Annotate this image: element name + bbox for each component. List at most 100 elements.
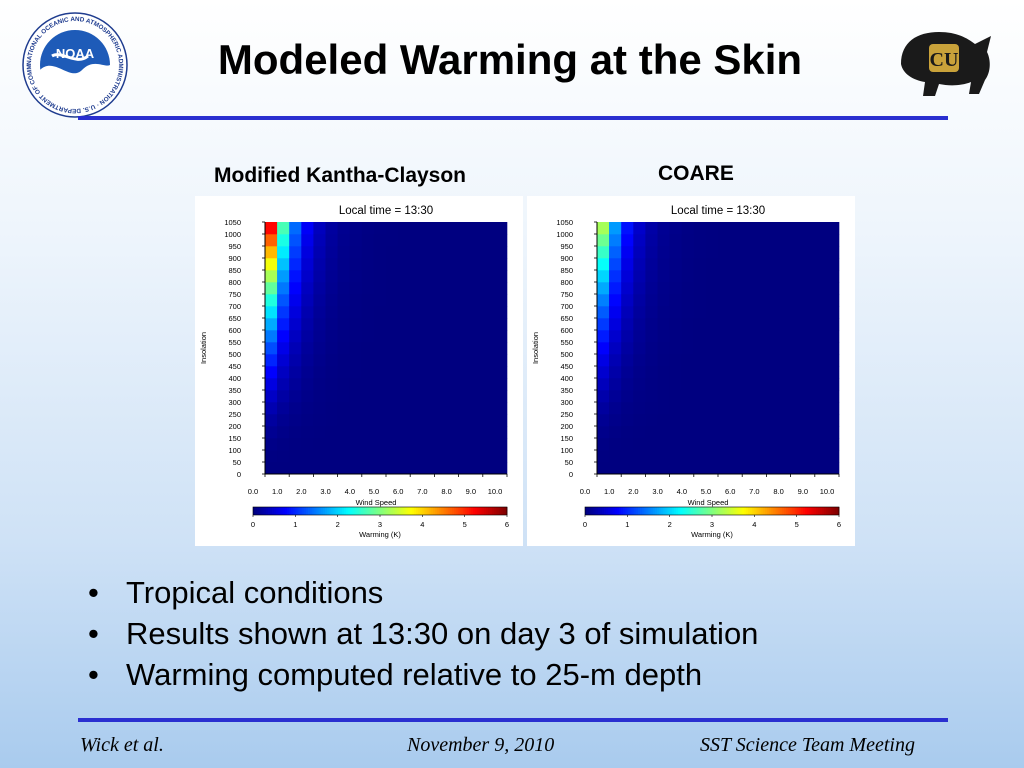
heatmap-cell	[337, 378, 350, 391]
heatmap-cell	[778, 294, 791, 307]
heatmap-cell	[301, 294, 314, 307]
colorbar-segment	[817, 507, 821, 515]
heatmap-cell	[778, 342, 791, 355]
heatmap-cell	[754, 450, 767, 463]
y-axis-label: Insolation	[531, 332, 540, 364]
heatmap-cell	[597, 222, 610, 235]
heatmap-cell	[410, 342, 423, 355]
heatmap-cell	[814, 462, 828, 475]
colorbar-segment	[646, 507, 649, 515]
heatmap-cell	[705, 342, 719, 355]
heatmap-cell	[494, 234, 508, 247]
heatmap-cell	[597, 294, 610, 307]
heatmap-cell	[693, 258, 707, 271]
heatmap-cell	[645, 354, 658, 367]
heatmap-cell	[265, 450, 278, 463]
heatmap-cell	[742, 258, 755, 271]
heatmap-cell	[778, 330, 791, 343]
heatmap-cell	[337, 258, 350, 271]
heatmap-cell	[802, 438, 816, 451]
heatmap-cell	[313, 282, 326, 295]
heatmap-cell	[814, 306, 828, 319]
heatmap-cell	[494, 390, 508, 403]
heatmap-cell	[470, 414, 484, 427]
heatmap-cell	[325, 342, 338, 355]
slide-title: Modeled Warming at the Skin	[217, 36, 803, 83]
heatmap-cell	[669, 342, 682, 355]
heatmap-cell	[301, 462, 314, 475]
colorbar-segment	[346, 507, 349, 515]
heatmap-cell	[410, 294, 423, 307]
heatmap-cell	[277, 234, 290, 247]
heatmap-cell	[826, 378, 840, 391]
heatmap-cell	[621, 318, 634, 331]
heatmap-cell	[609, 378, 622, 391]
heatmap-cell	[730, 246, 743, 259]
colorbar-segment	[684, 507, 687, 515]
heatmap-cell	[325, 270, 338, 283]
y-tick-label: 50	[233, 458, 241, 467]
y-tick-label: 100	[228, 446, 241, 455]
heatmap-cell	[313, 366, 326, 379]
heatmap-cell	[802, 222, 816, 235]
heatmap-cell	[325, 450, 338, 463]
heatmap-cell	[693, 390, 707, 403]
heatmap-cell	[422, 222, 435, 235]
heatmap-cell	[693, 294, 707, 307]
heatmap-cell	[790, 414, 803, 427]
heatmap-cell	[494, 270, 508, 283]
colorbar-segment	[375, 507, 379, 515]
heatmap-cell	[482, 366, 496, 379]
colorbar-segment	[813, 507, 817, 515]
heatmap-cell	[669, 282, 682, 295]
colorbar-segment	[731, 507, 734, 515]
heatmap-cell	[398, 402, 411, 415]
heatmap-cell	[458, 462, 471, 475]
colorbar-segment	[458, 507, 461, 515]
heatmap-cell	[458, 270, 471, 283]
colorbar-segment	[642, 507, 645, 515]
heatmap-cell	[349, 414, 363, 427]
heatmap-cell	[826, 318, 840, 331]
colorbar-segment	[420, 507, 423, 515]
heatmap-cell	[754, 222, 767, 235]
heatmap-cell	[597, 462, 610, 475]
heatmap-cell	[422, 246, 435, 259]
heatmap-cell	[337, 462, 350, 475]
colorbar-segment	[255, 507, 258, 515]
heatmap-cell	[458, 414, 471, 427]
x-tick-label: 8.0	[441, 487, 451, 496]
colorbar-segment	[443, 507, 447, 515]
heatmap-cell	[386, 282, 399, 295]
colorbar-segment	[265, 507, 269, 515]
cu-logo-text: CU	[930, 49, 959, 71]
heatmap-cell	[373, 354, 387, 367]
heatmap-cell	[265, 270, 278, 283]
heatmap-cell	[681, 450, 695, 463]
heatmap-cell	[766, 306, 779, 319]
heatmap-cell	[681, 354, 695, 367]
colorbar-segment	[460, 507, 463, 515]
colorbar-segment	[380, 507, 383, 515]
colorbar-segment	[498, 507, 502, 515]
colorbar-segment	[803, 507, 806, 515]
heatmap-cell	[361, 282, 375, 295]
y-tick-label: 950	[228, 242, 241, 251]
heatmap-cell	[470, 378, 484, 391]
colorbar-segment	[826, 507, 829, 515]
heatmap-cell	[802, 378, 816, 391]
heatmap-cell	[718, 282, 731, 295]
y-tick-label: 450	[560, 362, 573, 371]
heatmap-cell	[645, 306, 658, 319]
colorbar-segment	[771, 507, 774, 515]
heatmap-cell	[790, 318, 803, 331]
heatmap-cell	[681, 294, 695, 307]
colorbar-segment	[680, 507, 683, 515]
heatmap-cell	[645, 294, 658, 307]
colorbar-segment	[492, 507, 495, 515]
heatmap-cell	[766, 426, 779, 439]
heatmap-cell	[482, 378, 496, 391]
heatmap-cell	[398, 414, 411, 427]
heatmap-cell	[458, 318, 471, 331]
heatmap-cell	[446, 438, 459, 451]
